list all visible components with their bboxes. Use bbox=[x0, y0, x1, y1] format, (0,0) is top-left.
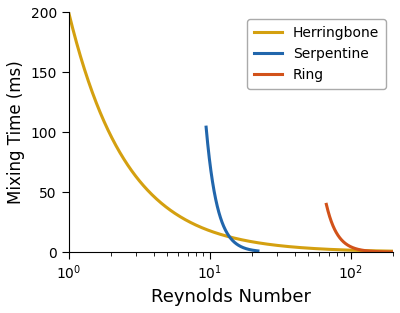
Serpentine bbox=[242, 246, 247, 250]
Line: Herringbone: Herringbone bbox=[69, 13, 396, 251]
Herringbone bbox=[244, 239, 248, 243]
Herringbone bbox=[66, 11, 71, 14]
Herringbone bbox=[222, 233, 226, 237]
Line: Serpentine: Serpentine bbox=[206, 127, 258, 251]
Serpentine bbox=[256, 249, 260, 253]
Serpentine bbox=[242, 246, 247, 250]
Herringbone bbox=[224, 234, 228, 238]
Serpentine bbox=[204, 125, 208, 129]
Y-axis label: Mixing Time (ms): Mixing Time (ms) bbox=[7, 60, 25, 204]
Serpentine bbox=[237, 244, 242, 248]
Line: Ring: Ring bbox=[326, 204, 396, 252]
Ring bbox=[332, 226, 336, 230]
Ring bbox=[359, 248, 364, 252]
X-axis label: Reynolds Number: Reynolds Number bbox=[151, 288, 311, 306]
Herringbone bbox=[386, 249, 390, 253]
Herringbone bbox=[261, 242, 266, 245]
Ring bbox=[353, 247, 358, 250]
Ring bbox=[324, 203, 329, 206]
Ring bbox=[394, 250, 398, 254]
Serpentine bbox=[207, 159, 212, 163]
Ring bbox=[376, 250, 381, 254]
Serpentine bbox=[229, 237, 234, 241]
Herringbone bbox=[334, 248, 339, 252]
Legend: Herringbone, Serpentine, Ring: Herringbone, Serpentine, Ring bbox=[247, 19, 386, 89]
Ring bbox=[329, 220, 334, 223]
Ring bbox=[338, 237, 343, 241]
Serpentine bbox=[212, 192, 217, 196]
Herringbone bbox=[394, 249, 398, 253]
